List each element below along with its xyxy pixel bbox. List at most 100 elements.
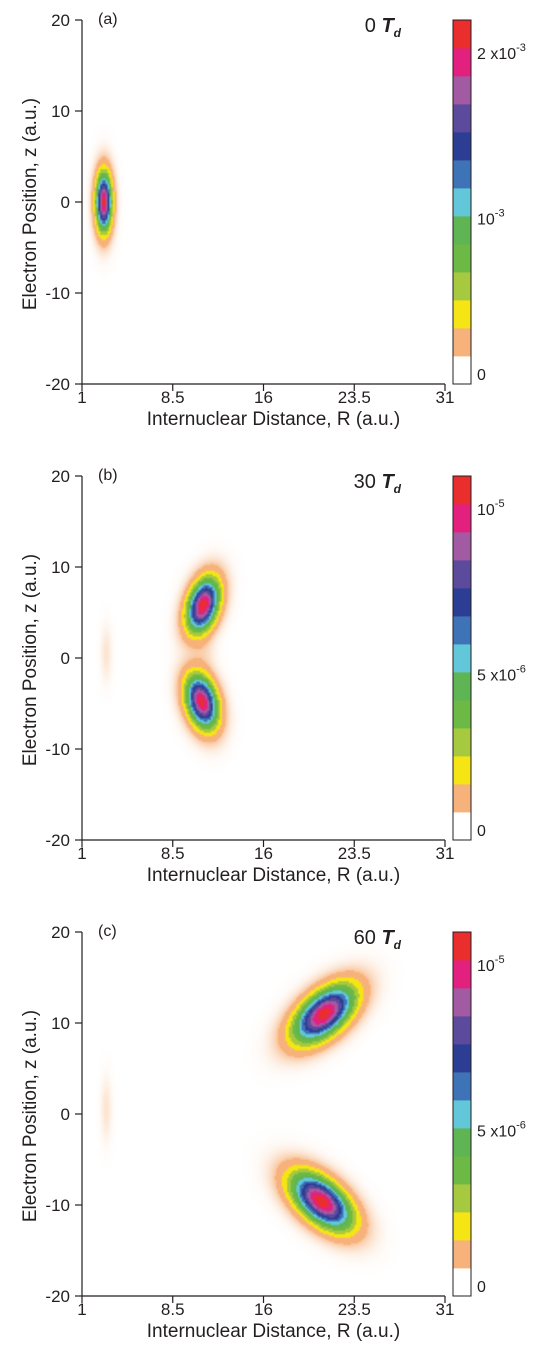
colorbar-tick-exp: -3 [495, 208, 505, 220]
colorbar-band [453, 48, 471, 77]
time-label: 30 Td [354, 471, 402, 496]
colorbar-band [453, 784, 471, 813]
colorbar-band [453, 1016, 471, 1045]
panel-label: (b) [98, 467, 118, 484]
colorbar-band [453, 588, 471, 617]
colorbar-band [453, 188, 471, 217]
y-tick-label: 10 [51, 558, 70, 577]
colorbar-tick-label: 0 [477, 823, 486, 840]
colorbar-band [453, 700, 471, 729]
y-tick-label: 20 [51, 11, 70, 30]
x-axis-title: Internuclear Distance, R (a.u.) [147, 409, 400, 430]
colorbar-tick-exp: -5 [495, 954, 505, 966]
colorbar-band [453, 988, 471, 1017]
colorbar-band [453, 812, 471, 841]
colorbar-tick-label: 0 [477, 1279, 486, 1296]
panel-1: 20 10 0 -10 -20 1 8.5 16 23.5 31 Internuclear Dist… [20, 467, 526, 886]
y-tick-label: -20 [45, 1287, 70, 1306]
colorbar-tick-label: 5 x10-6 [477, 664, 526, 685]
x-tick-label: 16 [254, 388, 273, 407]
x-tick-label: 31 [436, 388, 455, 407]
time-label: 60 Td [354, 927, 402, 952]
x-tick-label: 16 [254, 844, 273, 863]
x-axis-title: Internuclear Distance, R (a.u.) [147, 865, 400, 886]
y-tick-label: -20 [45, 831, 70, 850]
colorbar-tick-base: 2 x10 [477, 46, 516, 63]
panel-2: 20 10 0 -10 -20 1 8.5 16 23.5 31 Internuclear Dist… [20, 923, 526, 1342]
x-tick-label: 1 [77, 388, 86, 407]
colorbar-band [453, 1156, 471, 1185]
x-tick-label: 31 [436, 1300, 455, 1319]
colorbar: 10-5 5 x10-6 0 [452, 475, 526, 841]
colorbar-band [453, 132, 471, 161]
x-axis-title: Internuclear Distance, R (a.u.) [147, 1321, 400, 1342]
colorbar-band [453, 1128, 471, 1157]
time-unit: T [381, 15, 395, 37]
colorbar-band [453, 20, 471, 49]
panel-label: (a) [98, 11, 118, 28]
y-axis-title: Electron Position, z (a.u.) [20, 554, 41, 766]
y-tick-label: -10 [45, 284, 70, 303]
colorbar-band [453, 356, 471, 385]
x-tick-label: 23.5 [338, 388, 371, 407]
colorbar-band [453, 960, 471, 989]
x-tick-label: 8.5 [161, 1300, 185, 1319]
y-tick-label: 0 [61, 193, 70, 212]
colorbar-band [453, 1212, 471, 1241]
colorbar-frame [452, 475, 472, 841]
colorbar-band [453, 1044, 471, 1073]
time-unit-sub: d [394, 938, 402, 952]
colorbar-band [453, 932, 471, 961]
density-map [82, 476, 445, 840]
time-unit: T [381, 927, 395, 949]
colorbar-band [453, 616, 471, 645]
colorbar-tick-label: 10-5 [477, 498, 505, 519]
colorbar-tick-label: 0 [477, 367, 486, 384]
colorbar-tick-base: 0 [477, 1279, 486, 1296]
colorbar-tick-base: 0 [477, 367, 486, 384]
colorbar-tick-exp: -3 [516, 42, 526, 54]
y-axis-title: Electron Position, z (a.u.) [20, 1010, 41, 1222]
x-tick-label: 1 [77, 1300, 86, 1319]
colorbar-tick-exp: -5 [495, 498, 505, 510]
colorbar-tick-label: 2 x10-3 [477, 42, 526, 63]
colorbar-tick-label: 10-3 [477, 208, 505, 229]
colorbar-band [453, 644, 471, 673]
colorbar-band [453, 328, 471, 357]
colorbar-tick-base: 10 [477, 958, 495, 975]
colorbar-band [453, 160, 471, 189]
y-tick-label: -20 [45, 375, 70, 394]
y-tick-label: 20 [51, 467, 70, 486]
colorbar-band [453, 1072, 471, 1101]
x-tick-label: 1 [77, 844, 86, 863]
x-tick-label: 8.5 [161, 388, 185, 407]
colorbar-band [453, 216, 471, 245]
colorbar-tick-exp: -6 [516, 664, 526, 676]
time-value: 60 [354, 927, 382, 949]
colorbar: 2 x10-310-30 [452, 19, 526, 385]
colorbar-tick-exp: -6 [516, 1120, 526, 1132]
colorbar-band [453, 560, 471, 589]
colorbar-band [453, 1100, 471, 1129]
colorbar-tick-base: 10 [477, 212, 495, 229]
colorbar-band [453, 244, 471, 273]
x-tick-label: 8.5 [161, 844, 185, 863]
colorbar-tick-label: 10-5 [477, 954, 505, 975]
y-tick-label: 0 [61, 649, 70, 668]
y-tick-label: 10 [51, 1014, 70, 1033]
colorbar-tick-base: 10 [477, 502, 495, 519]
time-unit-sub: d [394, 26, 402, 40]
y-tick-label: 10 [51, 102, 70, 121]
x-tick-label: 23.5 [338, 1300, 371, 1319]
colorbar-band [453, 104, 471, 133]
colorbar-tick-base: 5 x10 [477, 1124, 516, 1141]
colorbar-band [453, 672, 471, 701]
y-tick-label: 0 [61, 1105, 70, 1124]
panel-label: (c) [98, 923, 117, 940]
panel-0: 20 10 0 -10 -20 1 8.5 16 23.5 31 Internuclear Dist… [20, 11, 526, 430]
colorbar-band [453, 476, 471, 505]
y-tick-label: 20 [51, 923, 70, 942]
x-tick-label: 31 [436, 844, 455, 863]
colorbar-band [453, 1184, 471, 1213]
colorbar-band [453, 728, 471, 757]
